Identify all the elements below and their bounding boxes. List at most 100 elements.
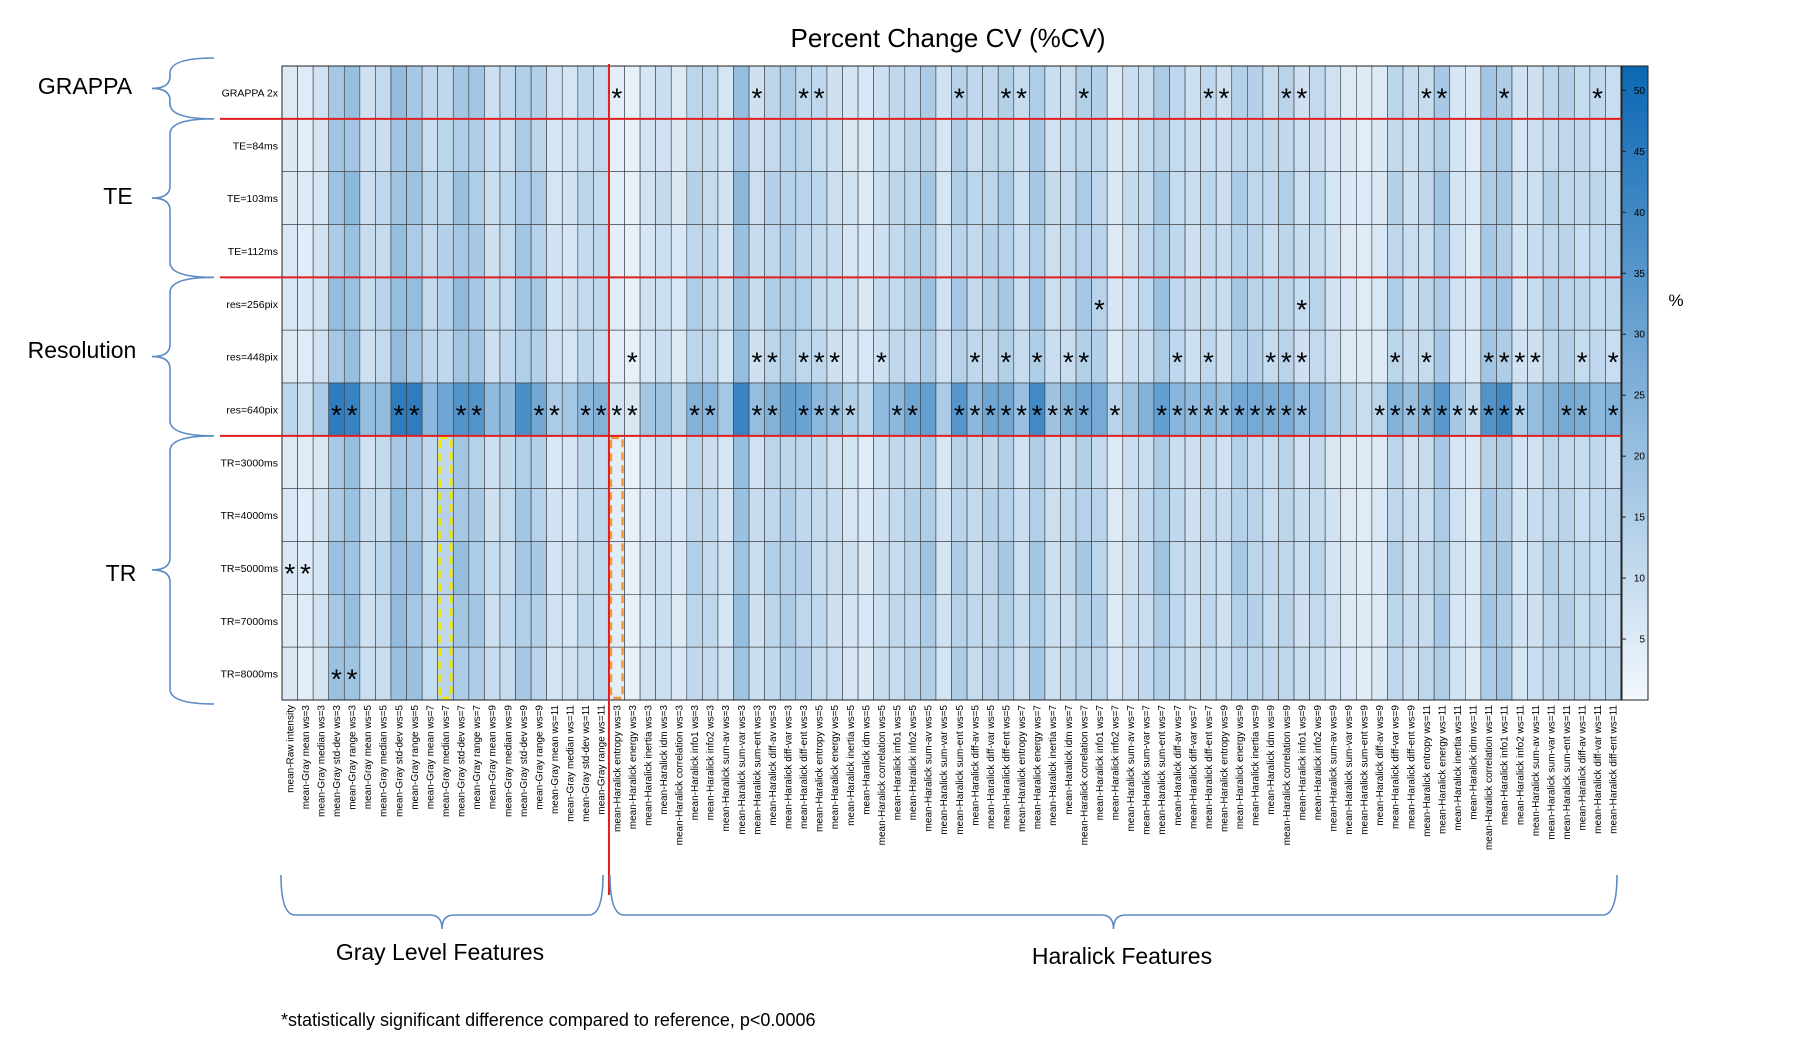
heatmap-cell [1558,488,1575,542]
heatmap-cell [873,646,890,701]
heatmap-cell [452,594,470,648]
heatmap-cell [1433,171,1451,225]
heatmap-cell [951,541,968,595]
heatmap-cell [1309,277,1326,331]
heatmap-cell [468,65,485,120]
parameter-group-label: GRAPPA [38,73,133,99]
column-label: mean-Haralick sum-ent ws=5 [955,705,966,835]
significance-marker: * [1530,347,1541,378]
heatmap-cell [281,646,298,701]
heatmap-cell [1605,224,1622,278]
heatmap-cell [1527,277,1544,331]
heatmap-cell [515,65,532,120]
heatmap-cell [1309,435,1326,489]
heatmap-cell [857,277,874,331]
column-label: mean-Gray range ws=11 [597,705,608,815]
heatmap-cell [733,382,750,437]
heatmap-cell [561,382,579,437]
heatmap-cell [1418,224,1435,278]
heatmap-cell [1371,224,1388,278]
column-label: mean-Haralick info1 ws=5 [893,705,904,821]
heatmap-cell [452,118,470,172]
heatmap-cell [375,277,392,331]
heatmap-cell [1573,118,1591,172]
column-label: mean-Haralick sum-ent ws=9 [1360,705,1371,835]
heatmap-cell [686,435,703,489]
heatmap-cell [1511,541,1528,595]
heatmap-cell [421,277,439,331]
heatmap-cell [1527,594,1544,648]
heatmap-cell [499,171,516,225]
heatmap-cell [468,329,485,384]
significance-marker: * [829,347,840,378]
colorbar-tick-label: 45 [1634,147,1646,158]
heatmap-cell [1324,224,1342,278]
heatmap-cell [655,277,672,331]
heatmap-cell [655,646,672,701]
heatmap-cell [406,541,423,595]
column-label: mean-Haralick energy ws=3 [628,705,639,830]
column-label: mean-Gray range ws=3 [348,705,359,810]
significance-marker: * [1203,347,1214,378]
heatmap-cell [1091,171,1108,225]
heatmap-cell [546,488,563,542]
heatmap-cell [406,65,423,120]
heatmap-cell [530,435,547,489]
heatmap-cell [904,329,921,384]
heatmap-cell [888,435,906,489]
heatmap-cell [1558,329,1575,384]
column-label: mean-Haralick diff-av ws=7 [1173,705,1184,826]
haralick-features-label: Haralick Features [1032,943,1212,969]
heatmap-cell [1605,277,1622,331]
heatmap-cell [888,646,906,701]
heatmap-cell [655,224,672,278]
heatmap-cell [1184,329,1201,384]
heatmap-cell [297,118,314,172]
heatmap-cell [1106,277,1124,331]
heatmap-cell [1402,435,1419,489]
heatmap-cell [406,594,423,648]
heatmap-cell [359,382,376,437]
heatmap-cell [639,277,656,331]
heatmap-cell [733,435,750,489]
heatmap-cell [670,646,688,701]
heatmap-cell [655,382,672,437]
row-label: TE=84ms [233,140,278,152]
heatmap-cell [1231,277,1248,331]
heatmap-cell [577,488,594,542]
heatmap-cell [515,541,532,595]
heatmap-cell [1324,435,1342,489]
heatmap-cell [670,171,688,225]
heatmap-cell [982,224,999,278]
heatmap-cell [935,65,952,120]
heatmap-cell [561,646,579,701]
heatmap-cell [1091,329,1108,384]
heatmap-cell [873,435,890,489]
heatmap-cell [1153,118,1170,172]
heatmap-cell [873,224,890,278]
heatmap-cell [1573,541,1591,595]
heatmap-cell [1278,646,1295,701]
heatmap-cell [577,541,594,595]
heatmap-cell [530,118,547,172]
heatmap-cell [764,488,781,542]
significance-marker: * [1281,399,1292,430]
heatmap-cell [733,646,750,701]
heatmap-cell [764,646,781,701]
heatmap-cell [1060,646,1077,701]
heatmap-cell [515,118,532,172]
column-label: mean-Haralick sum-av ws=11 [1531,705,1542,837]
heatmap-cell [375,224,392,278]
significance-marker: * [1405,399,1416,430]
heatmap-cell [359,488,376,542]
heatmap-cell [951,594,968,648]
heatmap-cell [1169,435,1186,489]
heatmap-cell [1340,329,1357,384]
heatmap-cell [686,646,703,701]
column-label: mean-Haralick sum-av ws=9 [1329,705,1340,832]
heatmap-cell [1573,224,1591,278]
colorbar-scale [1621,65,1649,701]
heatmap-cell [1106,65,1124,120]
significance-marker: * [1281,82,1292,113]
heatmap-cell [1573,171,1591,225]
